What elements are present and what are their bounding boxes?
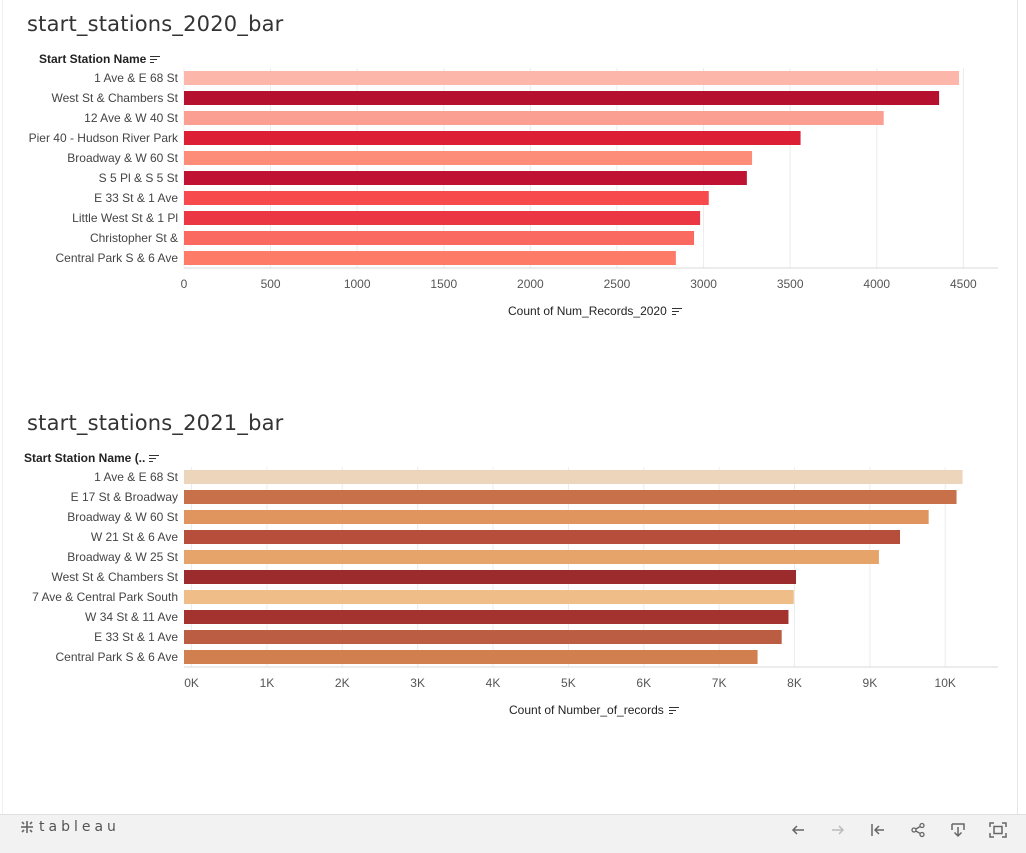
chart-title-2020: start_stations_2020_bar bbox=[27, 12, 284, 36]
bar[interactable] bbox=[184, 71, 960, 85]
undo-icon bbox=[791, 825, 804, 835]
x-tick-label: 5K bbox=[561, 676, 576, 690]
bar[interactable] bbox=[184, 111, 884, 125]
x-tick-label: 3500 bbox=[777, 277, 804, 291]
row-header-2020[interactable]: Start Station Name bbox=[39, 52, 161, 66]
category-label: E 17 St & Broadway bbox=[71, 490, 178, 504]
x-tick-label: 6K bbox=[636, 676, 651, 690]
category-label: 7 Ave & Central Park South bbox=[32, 590, 178, 604]
x-tick-label: 3K bbox=[410, 676, 425, 690]
redo-button[interactable] bbox=[826, 818, 850, 842]
bar[interactable] bbox=[184, 570, 797, 584]
x-tick-label: 2K bbox=[335, 676, 350, 690]
revert-button[interactable] bbox=[866, 818, 890, 842]
revert-icon bbox=[871, 824, 884, 836]
x-tick-label: 2000 bbox=[517, 277, 544, 291]
category-label: 12 Ave & W 40 St bbox=[84, 111, 178, 125]
tableau-logo[interactable]: tableau bbox=[19, 819, 120, 835]
x-tick-label: 4K bbox=[486, 676, 501, 690]
row-header-label: Start Station Name (.. bbox=[24, 451, 146, 465]
bar-chart-2020: 0 500 1000 1500 2000 2500 3000 3500 4000 4500 1 Av… bbox=[29, 68, 998, 291]
bar[interactable] bbox=[184, 470, 963, 484]
x-tick-label: 10K bbox=[935, 676, 956, 690]
tableau-toolbar: tableau bbox=[0, 814, 1026, 853]
bar[interactable] bbox=[184, 610, 789, 624]
bar[interactable] bbox=[184, 151, 753, 165]
category-label: West St & Chambers St bbox=[52, 91, 179, 105]
x-tick-label: 1500 bbox=[430, 277, 457, 291]
x-axis-title-label: Count of Num_Records_2020 bbox=[508, 304, 667, 318]
category-label: Broadway & W 60 St bbox=[67, 510, 178, 524]
sort-icon[interactable] bbox=[668, 706, 679, 715]
bar[interactable] bbox=[184, 91, 940, 105]
bar[interactable] bbox=[184, 490, 957, 504]
x-tick-label: 3000 bbox=[690, 277, 717, 291]
x-tick-label: 0 bbox=[181, 277, 188, 291]
category-label: Central Park S & 6 Ave bbox=[55, 251, 178, 265]
chart-title-2021: start_stations_2021_bar bbox=[27, 411, 284, 435]
sort-icon[interactable] bbox=[150, 55, 161, 64]
redo-icon bbox=[832, 825, 845, 835]
bar[interactable] bbox=[184, 211, 701, 225]
x-tick-label: 1000 bbox=[344, 277, 371, 291]
category-label: Pier 40 - Hudson River Park bbox=[29, 131, 179, 145]
x-tick-label: 2500 bbox=[604, 277, 631, 291]
category-label: S 5 Pl & S 5 St bbox=[99, 171, 179, 185]
share-button[interactable] bbox=[906, 818, 930, 842]
sort-icon[interactable] bbox=[149, 454, 160, 463]
tableau-logo-icon bbox=[21, 821, 33, 833]
category-label: Broadway & W 60 St bbox=[67, 151, 178, 165]
bar[interactable] bbox=[184, 171, 747, 185]
bar-chart-2021: 0K 1K 2K 3K 4K 5K 6K 7K 8K 9K 10K 1 Ave & E 68 St E … bbox=[32, 467, 998, 690]
x-tick-label: 9K bbox=[863, 676, 878, 690]
x-tick-label: 8K bbox=[787, 676, 802, 690]
bar[interactable] bbox=[184, 131, 801, 145]
fullscreen-button[interactable] bbox=[986, 818, 1010, 842]
dashboard-frame bbox=[2, 0, 1018, 814]
bar[interactable] bbox=[184, 530, 901, 544]
category-label: West St & Chambers St bbox=[52, 570, 179, 584]
x-tick-label: 0K bbox=[184, 676, 199, 690]
bar[interactable] bbox=[184, 231, 695, 245]
tableau-logo-text: tableau bbox=[39, 819, 120, 835]
sort-icon[interactable] bbox=[671, 307, 682, 316]
x-axis-title-2020[interactable]: Count of Num_Records_2020 bbox=[508, 304, 682, 318]
category-label: 1 Ave & E 68 St bbox=[94, 71, 179, 85]
bar[interactable] bbox=[184, 191, 709, 205]
category-label: Central Park S & 6 Ave bbox=[55, 650, 178, 664]
bar[interactable] bbox=[184, 550, 879, 564]
x-axis-title-label: Count of Number_of_records bbox=[509, 703, 664, 717]
undo-button[interactable] bbox=[786, 818, 810, 842]
share-icon bbox=[911, 822, 925, 838]
row-header-2021[interactable]: Start Station Name (.. bbox=[24, 451, 160, 465]
category-label: W 34 St & 11 Ave bbox=[85, 610, 178, 624]
x-tick-label: 1K bbox=[260, 676, 275, 690]
category-label: Christopher St & bbox=[90, 231, 178, 245]
fullscreen-icon bbox=[989, 822, 1007, 838]
row-header-label: Start Station Name bbox=[39, 52, 147, 66]
category-label: E 33 St & 1 Ave bbox=[94, 191, 178, 205]
x-tick-label: 7K bbox=[712, 676, 727, 690]
bar[interactable] bbox=[184, 510, 929, 524]
x-tick-label: 4000 bbox=[863, 277, 890, 291]
category-label: 1 Ave & E 68 St bbox=[94, 470, 179, 484]
download-icon bbox=[951, 823, 965, 838]
category-label: W 21 St & 6 Ave bbox=[91, 530, 178, 544]
x-axis-title-2021[interactable]: Count of Number_of_records bbox=[509, 703, 679, 717]
category-label: Broadway & W 25 St bbox=[67, 550, 178, 564]
category-label: E 33 St & 1 Ave bbox=[94, 630, 178, 644]
download-button[interactable] bbox=[946, 818, 970, 842]
bar[interactable] bbox=[184, 630, 782, 644]
bar[interactable] bbox=[184, 650, 758, 664]
x-tick-label: 4500 bbox=[950, 277, 977, 291]
bar[interactable] bbox=[184, 251, 676, 265]
bar[interactable] bbox=[184, 590, 794, 604]
category-label: Little West St & 1 Pl bbox=[72, 211, 178, 225]
x-tick-label: 500 bbox=[261, 277, 281, 291]
